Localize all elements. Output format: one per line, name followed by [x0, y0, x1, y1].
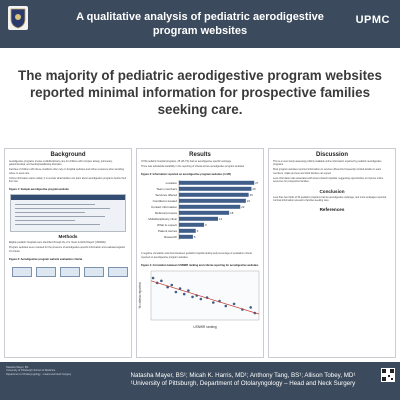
background-text: Aerodigestive programs involve multidisc…	[5, 158, 131, 187]
bar	[179, 211, 230, 216]
bar-category-label: What to expect	[157, 223, 177, 227]
bar	[179, 223, 205, 228]
bar-value-label: 24	[247, 199, 251, 203]
scatter-point	[187, 289, 190, 292]
scatter-point	[232, 302, 236, 306]
scatter-plot: USNWR ranking % criteria reported	[138, 270, 260, 329]
bar-value-label: 14	[219, 217, 223, 221]
figure-3-caption: Figure 3: Information reported on aerodi…	[141, 173, 231, 177]
website-screenshot-image	[10, 194, 126, 233]
plot-area	[150, 270, 260, 321]
scatter-point	[191, 295, 194, 299]
author-list: Natasha Mayer, BS¹; Micah K. Harris, MD¹…	[130, 372, 356, 379]
bar-category-label: Patient stories	[158, 229, 178, 233]
discussion-paragraph: Most program websites reported informati…	[273, 168, 382, 175]
presenter-info: Natasha Mayer, BS University of Pittsbur…	[6, 366, 72, 376]
x-axis-label: USNWR ranking	[193, 325, 217, 329]
scatter-point	[151, 276, 155, 280]
results-heading: Results	[189, 152, 211, 158]
bar-chart: Location 27 Team members 26 Services offered…	[148, 180, 259, 241]
scatter-point	[224, 304, 228, 308]
criteria-flow-diagram	[10, 264, 128, 282]
scatter-point	[199, 297, 203, 301]
bar-category-label: Contact information	[151, 205, 177, 209]
results-text: Of 60 pediatric hospital programs, 28 (4…	[137, 158, 263, 172]
methods-heading: Methods	[58, 234, 78, 240]
results-panel: Results Of 60 pediatric hospital program…	[136, 148, 264, 358]
bar-category-label: Location	[166, 181, 178, 185]
methods-text: Eligible pediatric hospitals were identi…	[5, 239, 131, 257]
poster-footer	[0, 362, 400, 400]
figure-4-caption: Figure 4: Correlation between USNWR rank…	[141, 263, 259, 267]
scatter-point	[178, 287, 182, 290]
bar	[179, 199, 246, 204]
bar-category-label: Research	[164, 235, 177, 239]
bar-category-label: Multidisciplinary clinic	[148, 217, 177, 221]
main-finding-headline: The majority of pediatric aerodigestive …	[18, 68, 382, 117]
bar-category-label: Services offered	[155, 193, 177, 197]
background-paragraph: Online information varies widely; it is …	[9, 176, 127, 184]
results-bullet: A negative correlation was found between…	[141, 252, 252, 259]
figure-1-caption: Figure 1: Sample aerodigestive program w…	[9, 188, 69, 192]
discussion-heading: Discussion	[315, 152, 348, 158]
methods-paragraph: Program websites were reviewed for the p…	[9, 246, 126, 253]
results-bullet: There was substantial variability in the…	[141, 165, 245, 169]
bar-category-label: Team members	[156, 187, 177, 191]
scatter-point	[182, 292, 186, 296]
discussion-paragraph: This is a novel study assessing publicly…	[273, 160, 382, 167]
poster-header	[0, 0, 400, 48]
scatter-point	[174, 290, 178, 294]
bar	[179, 205, 241, 210]
qr-code-image	[381, 368, 395, 382]
discussion-text: This is a novel study assessing publicly…	[269, 158, 395, 187]
upmc-logo: UPMC	[355, 14, 390, 26]
author-affiliation: ¹University of Pittsburgh, Department of…	[130, 380, 356, 387]
results-text-2: A negative correlation was found between…	[137, 250, 263, 262]
bar-value-label: 9	[205, 223, 207, 227]
results-bullet: Of 60 pediatric hospital programs, 28 (4…	[141, 160, 232, 163]
background-paragraph: Aerodigestive programs involve multidisc…	[9, 160, 113, 167]
bar-value-label: 5	[194, 235, 196, 239]
bar	[179, 229, 196, 234]
methods-paragraph: Eligible pediatric hospitals were identi…	[9, 241, 107, 245]
conclusion-heading: Conclusion	[319, 189, 345, 195]
bar-value-label: 6	[197, 229, 199, 233]
background-paragraph: Families of children with these conditio…	[9, 168, 124, 175]
figure-2-caption: Figure 2: Aerodigestive program website …	[9, 257, 83, 261]
poster-title: A qualitative analysis of pediatric aero…	[76, 11, 324, 37]
scatter-point	[249, 305, 252, 309]
bar-value-label: 22	[241, 205, 245, 209]
bar-category-label: Referral process	[155, 211, 178, 215]
references-list	[269, 212, 395, 221]
scatter-point	[170, 283, 174, 287]
bar	[179, 217, 218, 222]
university-seal-logo	[8, 6, 28, 30]
bar-value-label: 26	[252, 187, 256, 191]
scatter-point	[160, 279, 163, 282]
background-heading: Background	[50, 152, 86, 158]
trend-line	[150, 280, 260, 315]
references-heading: References	[319, 206, 345, 212]
bar	[179, 235, 193, 240]
bar	[179, 187, 252, 192]
background-panel: Background Aerodigestive programs involv…	[4, 148, 132, 358]
scatter-point	[212, 301, 215, 304]
bar-value-label: 18	[230, 211, 234, 215]
bar	[179, 181, 255, 186]
author-block: Natasha Mayer, BS¹; Micah K. Harris, MD¹…	[88, 372, 398, 388]
discussion-panel: Discussion This is a novel study assessi…	[268, 148, 396, 358]
conclusion-text: Less than two thirds of 60 pediatric pro…	[273, 196, 387, 203]
bar-value-label: 25	[250, 193, 254, 197]
discussion-paragraph: Less information was associated with low…	[273, 176, 384, 184]
y-axis-label: % criteria reported	[138, 282, 142, 308]
bar-category-label: Conditions treated	[153, 199, 178, 203]
bar	[179, 193, 249, 198]
bar-value-label: 27	[255, 181, 259, 185]
